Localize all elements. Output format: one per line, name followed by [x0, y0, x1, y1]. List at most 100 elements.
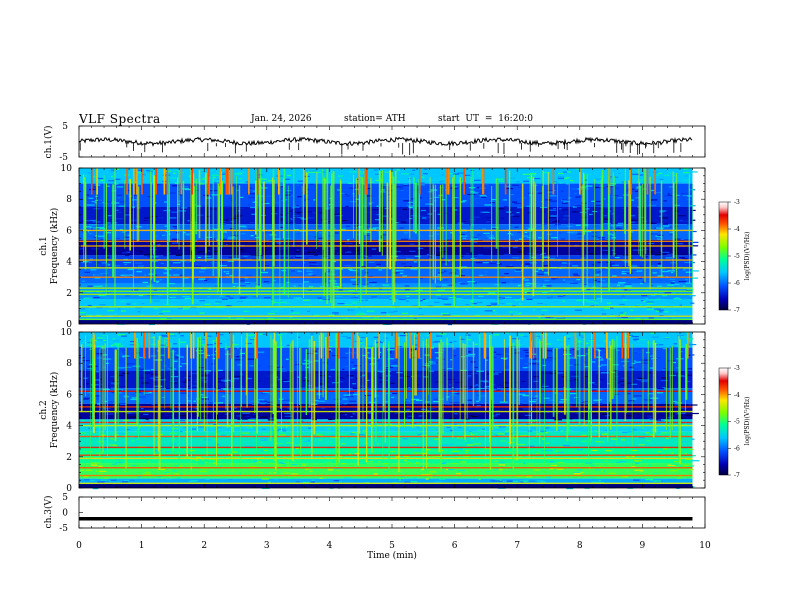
spec-speckle — [97, 345, 104, 347]
spec-speckle — [323, 175, 327, 177]
spec-speckle — [270, 367, 274, 369]
spec-speckle — [556, 372, 564, 374]
spec-speckle — [342, 250, 348, 252]
spec-speckle — [350, 377, 354, 379]
spec-speckle — [682, 345, 686, 348]
spec-speckle — [612, 445, 617, 447]
spec-speckle — [333, 269, 336, 272]
spec-sferic — [331, 174, 333, 271]
spec-speckle — [141, 302, 145, 305]
spec-speckle — [328, 418, 336, 421]
spec-speckle — [87, 235, 94, 237]
spec-sferic — [332, 171, 335, 309]
spec-speckle — [509, 289, 518, 291]
spec-speckle — [563, 200, 570, 203]
figure-title: VLF Spectra — [79, 112, 161, 126]
spec-speckle — [349, 346, 355, 348]
spec-sferic — [279, 172, 281, 306]
spec-speckle — [583, 224, 589, 226]
spec-speckle — [174, 233, 178, 235]
spec-speckle — [597, 261, 602, 264]
spec-speckle — [682, 464, 691, 466]
spec-sferic — [331, 174, 333, 287]
spec-speckle — [358, 462, 366, 465]
spec-speckle — [155, 270, 161, 272]
spec-speckle — [490, 302, 498, 304]
spec-speckle — [441, 174, 444, 176]
spec-sferic — [287, 185, 289, 298]
spec-speckle — [90, 228, 94, 230]
spec-speckle — [216, 443, 220, 446]
spec-speckle — [591, 449, 598, 452]
spec-speckle — [635, 462, 640, 464]
spec-speckle — [338, 481, 342, 483]
spec-sferic — [272, 168, 275, 305]
spec-speckle — [512, 381, 519, 384]
spec-speckle — [542, 291, 548, 294]
spec-sferic — [607, 346, 609, 443]
spec-speckle — [432, 210, 437, 212]
spec-speckle — [138, 265, 144, 267]
spec-speckle — [565, 281, 574, 283]
spec-speckle — [376, 429, 381, 431]
spec-speckle — [280, 183, 284, 186]
spec-speckle — [394, 222, 399, 224]
spec-speckle — [157, 408, 165, 410]
spec-speckle — [232, 282, 238, 285]
spec-speckle — [499, 187, 502, 190]
spec-speckle — [281, 370, 287, 372]
spec-speckle — [402, 171, 406, 173]
spec-band — [79, 454, 693, 456]
spec-speckle — [145, 169, 153, 172]
spec-speckle — [580, 434, 587, 437]
spec-speckle — [573, 474, 580, 476]
spec-speckle — [328, 220, 332, 222]
spec-speckle — [668, 479, 677, 481]
spec-speckle — [336, 189, 341, 191]
spec-speckle — [212, 419, 218, 421]
spec-speckle — [223, 428, 232, 430]
spec-speckle — [523, 278, 527, 281]
spec-speckle — [93, 208, 101, 210]
spec-speckle — [203, 177, 212, 179]
spec-speckle — [503, 386, 509, 389]
spec-speckle — [647, 253, 651, 255]
spec-speckle — [174, 473, 180, 475]
spec-speckle — [557, 339, 560, 341]
spec-speckle — [295, 473, 299, 475]
spec-speckle — [469, 335, 477, 337]
spec-speckle — [334, 430, 342, 432]
spec-speckle — [453, 314, 461, 316]
spec-speckle — [115, 389, 123, 392]
spec-speckle — [79, 311, 86, 314]
spec-speckle — [677, 375, 686, 377]
spec-speckle — [147, 256, 150, 258]
spec-speckle — [359, 313, 364, 315]
spec-sferic — [568, 183, 570, 278]
spec-speckle — [400, 221, 407, 223]
spec-speckle — [290, 473, 299, 475]
spec-speckle — [343, 394, 351, 396]
spec-speckle — [350, 361, 354, 363]
spec-speckle — [250, 234, 254, 237]
spec-sferic-strong — [155, 168, 157, 195]
spec-speckle — [140, 407, 144, 410]
spec-speckle — [318, 445, 322, 447]
spec-sferic — [588, 345, 590, 464]
spec-speckle — [492, 451, 497, 453]
spec-speckle — [369, 425, 377, 428]
spec-speckle — [553, 189, 556, 192]
spec-speckle — [576, 469, 583, 471]
spec-speckle — [439, 179, 445, 181]
spec-speckle — [495, 371, 502, 373]
spec-speckle — [657, 451, 662, 453]
spec-speckle — [492, 310, 496, 312]
spec-speckle — [522, 173, 531, 175]
spec-speckle — [447, 177, 452, 179]
spec-speckle — [650, 332, 656, 334]
spec-speckle — [111, 175, 114, 178]
spec-speckle — [318, 439, 323, 441]
spec-speckle — [474, 433, 480, 435]
spec-speckle — [599, 239, 606, 241]
spec-speckle — [661, 214, 668, 216]
